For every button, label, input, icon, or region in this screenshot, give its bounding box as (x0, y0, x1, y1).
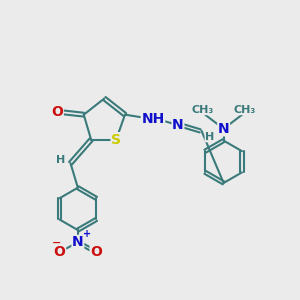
Text: +: + (83, 229, 91, 239)
Text: NH: NH (141, 112, 165, 126)
Text: N: N (172, 118, 184, 132)
Text: H: H (56, 155, 65, 165)
Text: S: S (111, 133, 121, 147)
Text: CH₃: CH₃ (234, 105, 256, 115)
Text: −: − (52, 237, 62, 248)
Text: CH₃: CH₃ (191, 105, 214, 115)
Text: N: N (72, 236, 84, 250)
Text: H: H (205, 132, 214, 142)
Text: O: O (90, 245, 102, 259)
Text: O: O (51, 105, 63, 119)
Text: N: N (218, 122, 230, 136)
Text: O: O (54, 245, 65, 259)
